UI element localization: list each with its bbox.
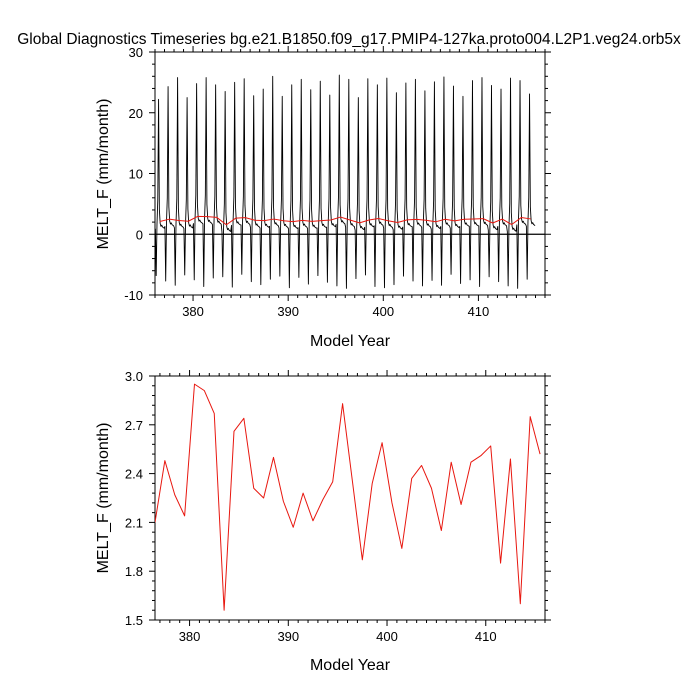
top-plot-area — [155, 74, 545, 289]
top-panel: Model Year MELT_F (mm/month) 380 390 400 41… — [95, 45, 551, 350]
top-y-tick-label: 20 — [129, 106, 143, 121]
bottom-x-tick-label: 400 — [376, 629, 398, 644]
top-x-tick-label: 410 — [468, 304, 490, 319]
top-y-tick-label: 30 — [129, 45, 143, 60]
bottom-y-tick-label: 2.7 — [125, 418, 143, 433]
bottom-y-tick-label: 3.0 — [125, 369, 143, 384]
bottom-y-tick-label: 2.4 — [125, 467, 143, 482]
figure-title: Global Diagnostics Timeseries bg.e21.B18… — [17, 31, 681, 48]
bottom-y-tick-label: 2.1 — [125, 515, 143, 530]
bottom-y-tick-label: 1.5 — [125, 613, 143, 628]
bottom-panel-ylabel: MELT_F (mm/month) — [95, 423, 112, 574]
bottom-x-tick-label: 410 — [475, 629, 497, 644]
bottom-panel-xlabel: Model Year — [310, 657, 391, 674]
top-x-tick-label: 380 — [182, 304, 204, 319]
bottom-x-tick-label: 390 — [277, 629, 299, 644]
top-y-tick-label: -10 — [124, 288, 143, 303]
top-x-tick-label: 390 — [277, 304, 299, 319]
bottom-plot-frame — [154, 375, 546, 621]
bottom-annual-mean-series-line — [155, 383, 541, 611]
top-annual-mean-series-line — [159, 215, 531, 226]
top-panel-xlabel: Model Year — [310, 333, 391, 350]
bottom-panel: Model Year MELT_F (mm/month) 380 390 400 41… — [95, 369, 551, 674]
top-monthly-series-line — [155, 74, 536, 289]
top-panel-ylabel: MELT_F (mm/month) — [95, 99, 112, 250]
top-x-tick-label: 400 — [372, 304, 394, 319]
top-y-tick-label: 0 — [136, 227, 143, 242]
top-y-tick-label: 10 — [129, 167, 143, 182]
bottom-x-tick-label: 380 — [179, 629, 201, 644]
bottom-y-tick-label: 1.8 — [125, 564, 143, 579]
bottom-plot-area — [155, 383, 541, 611]
